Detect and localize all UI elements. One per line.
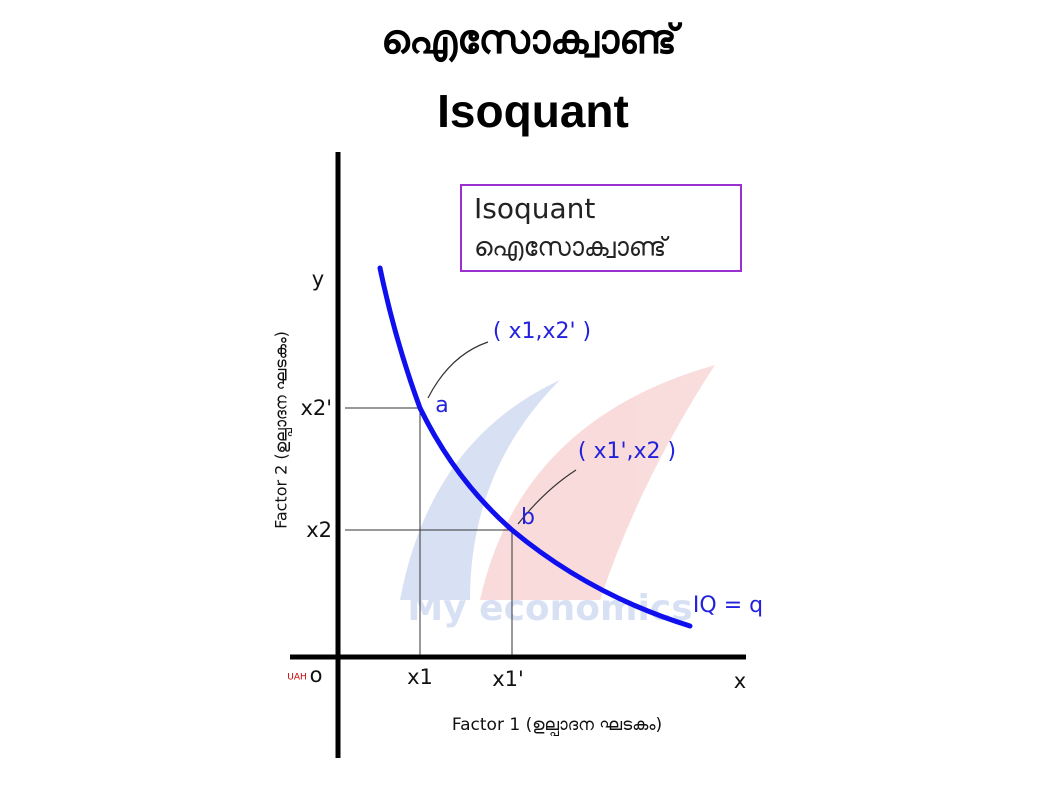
origin-note: UAH [287, 673, 307, 683]
y-tick: x2 [306, 518, 332, 542]
x-title: Factor 1 (ഉല്പാദന ഘടകം) [452, 715, 662, 738]
y-title: Factor 2 (ഉല്പാദന ഘടകം) [272, 331, 293, 529]
title-en: Isoquant [437, 85, 629, 137]
point-label: a [435, 393, 448, 418]
leader [517, 469, 577, 525]
watermark-text: My economics [407, 588, 692, 629]
guides [345, 407, 513, 655]
isoquant-curve [377, 265, 693, 629]
legend-box [460, 184, 742, 272]
x-tick: x1 [407, 665, 433, 689]
y-letter: y [312, 267, 324, 291]
point-coords: ( x1,x2' ) [493, 319, 591, 344]
point-label: b [521, 505, 535, 530]
legend-line: Isoquant [474, 192, 595, 225]
x-letter: x [734, 669, 746, 693]
curve-label: IQ = q [693, 593, 763, 618]
leader [427, 341, 489, 399]
origin: o [310, 663, 323, 687]
legend-line: ഐസോക്വാണ്ട് [474, 233, 670, 263]
title-ml: ഐസോക്വാണ്ട് [381, 17, 682, 64]
y-tick: x2' [300, 396, 332, 420]
point-coords: ( x1',x2 ) [578, 439, 676, 464]
x-tick: x1' [492, 667, 524, 691]
